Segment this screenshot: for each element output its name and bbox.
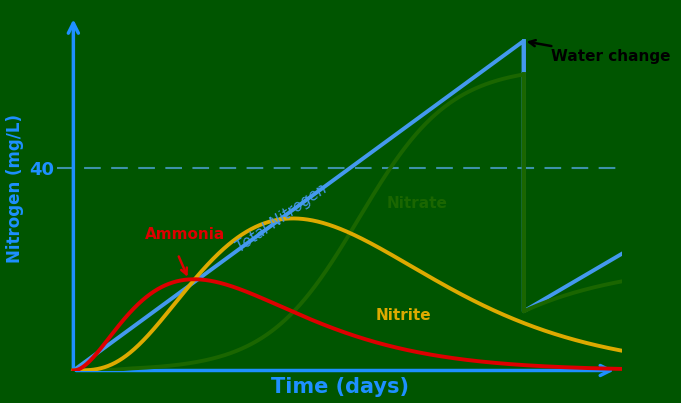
Text: Water change: Water change (529, 40, 671, 64)
Text: Total Nitrogen: Total Nitrogen (234, 181, 330, 256)
Y-axis label: Nitrogen (mg/L): Nitrogen (mg/L) (5, 114, 24, 262)
X-axis label: Time (days): Time (days) (270, 378, 409, 397)
Text: Nitrate: Nitrate (386, 196, 447, 211)
Text: Nitrite: Nitrite (375, 308, 431, 323)
Text: Ammonia: Ammonia (145, 227, 225, 242)
